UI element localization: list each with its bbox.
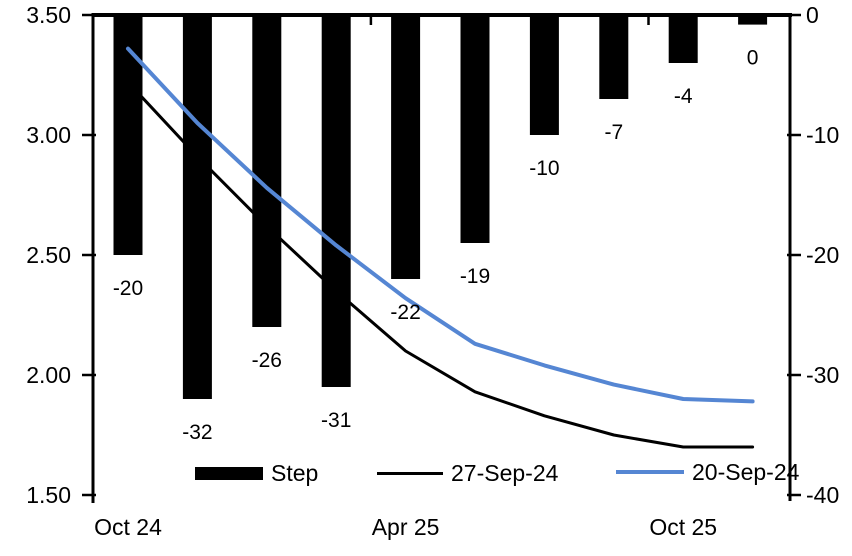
step-data-label: -22 xyxy=(390,301,420,324)
right-axis-tick-label: -40 xyxy=(806,482,839,508)
line-20-sep-24 xyxy=(126,46,755,404)
right-axis-tick xyxy=(787,373,801,377)
right-axis-tick xyxy=(787,13,801,17)
left-axis-tick xyxy=(82,373,96,377)
step-bar xyxy=(460,15,490,243)
step-data-label: -20 xyxy=(113,277,143,300)
step-bar xyxy=(599,15,629,99)
right-axis-tick-label: 0 xyxy=(806,2,819,28)
right-axis-tick-label: -30 xyxy=(806,362,839,388)
step-bar xyxy=(182,15,212,399)
step-bar xyxy=(529,15,559,135)
step-data-label: -31 xyxy=(321,409,351,432)
step-data-label: 0 xyxy=(747,47,759,70)
step-data-label: -26 xyxy=(252,349,282,372)
step-data-label: -19 xyxy=(460,265,490,288)
step-bar xyxy=(738,15,768,25)
left-axis-tick-label: 2.50 xyxy=(26,242,71,268)
right-axis-tick xyxy=(787,253,801,257)
right-axis-tick xyxy=(787,133,801,137)
x-axis-label: Oct 25 xyxy=(649,514,717,540)
top-axis-line xyxy=(93,13,792,17)
step-data-label: -32 xyxy=(182,421,212,444)
left-axis-tick xyxy=(82,13,96,17)
left-axis-tick-label: 2.00 xyxy=(26,362,71,388)
left-axis-tick xyxy=(82,493,96,497)
step-bar xyxy=(321,15,351,387)
left-axis-tick-label: 3.00 xyxy=(26,122,71,148)
left-axis-tick-label: 1.50 xyxy=(26,482,71,508)
right-axis-tick-label: -10 xyxy=(806,122,839,148)
step-bar xyxy=(668,15,698,63)
left-axis-tick xyxy=(82,253,96,257)
x-axis-label: Oct 24 xyxy=(94,514,162,540)
left-axis-line xyxy=(91,13,95,503)
step-bar xyxy=(252,15,282,327)
x-axis-label: Apr 25 xyxy=(372,514,440,540)
left-axis-tick-label: 3.50 xyxy=(26,2,71,28)
step-data-label: -4 xyxy=(674,85,693,108)
right-axis-line xyxy=(788,13,792,501)
right-axis-tick-label: -20 xyxy=(806,242,839,268)
category-axis-tick xyxy=(647,15,650,25)
category-axis-tick xyxy=(369,15,373,25)
left-axis-tick xyxy=(82,133,96,137)
step-bar xyxy=(113,15,143,255)
line-27-sep-24 xyxy=(126,80,755,449)
step-data-label: -10 xyxy=(529,157,559,180)
step-bar xyxy=(391,15,421,279)
step-data-label: -7 xyxy=(604,121,623,144)
right-axis-tick xyxy=(787,493,801,497)
